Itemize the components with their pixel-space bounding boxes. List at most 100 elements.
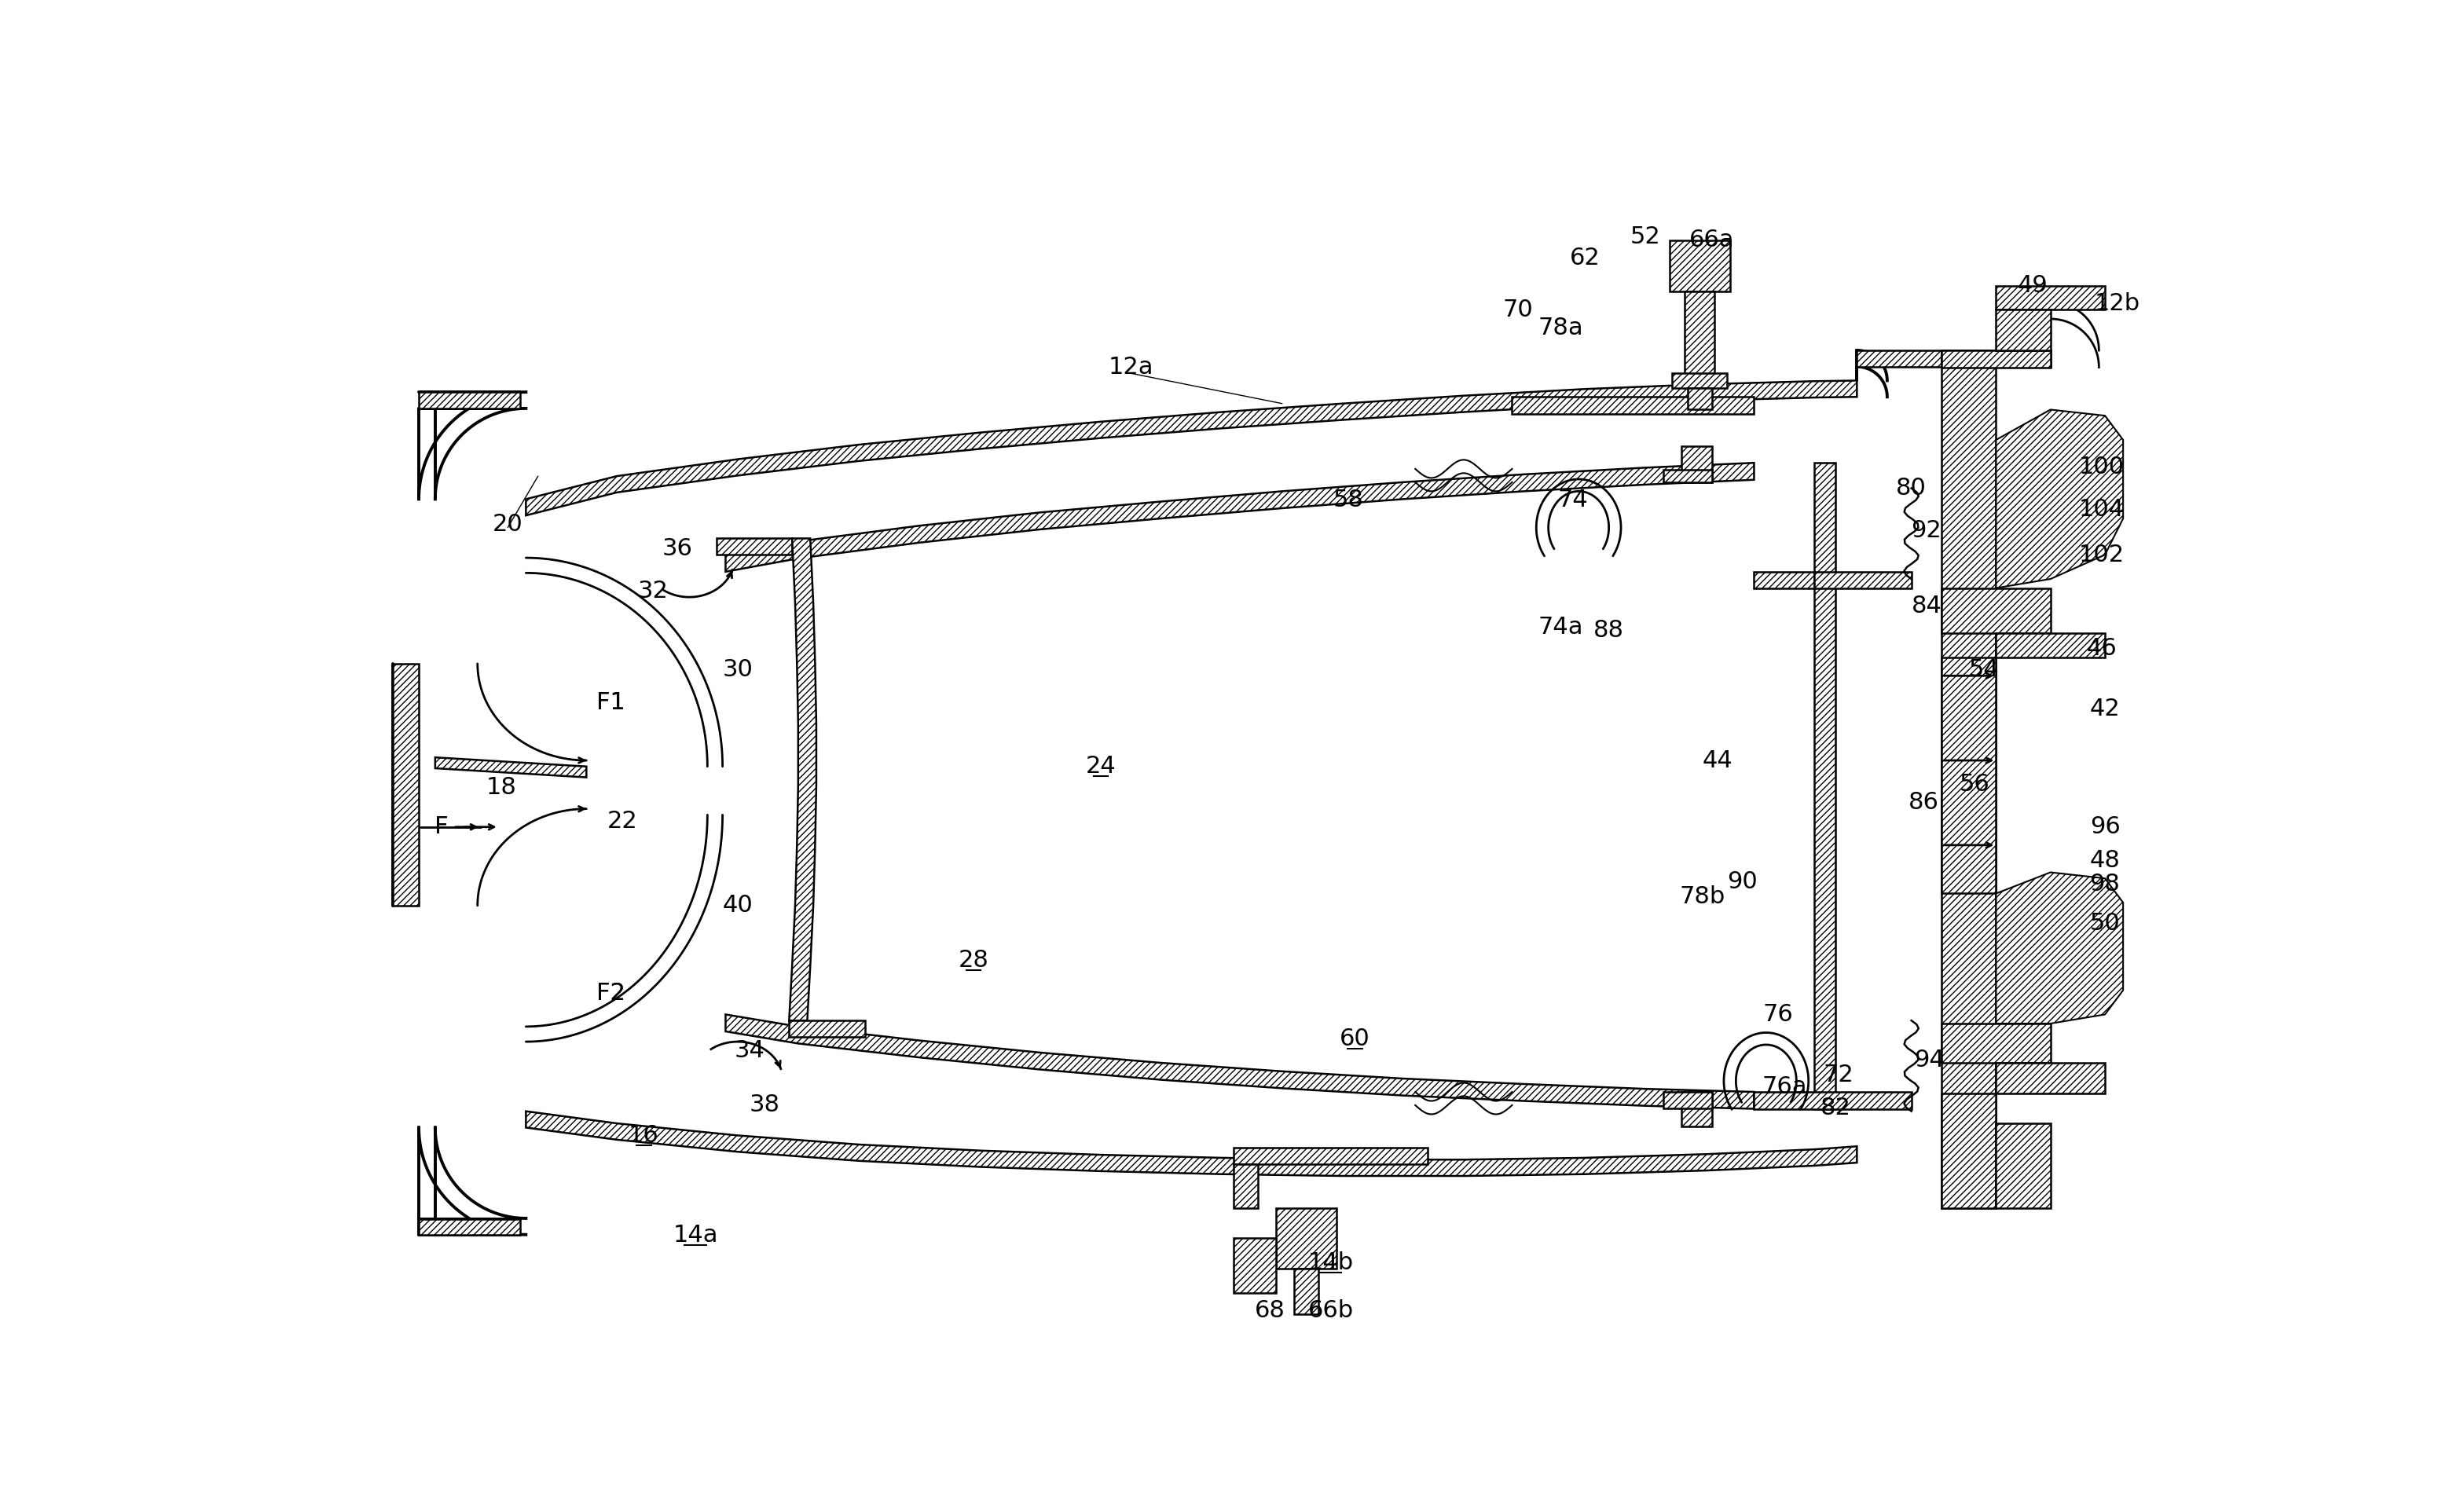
Text: F2: F2 xyxy=(596,981,626,1005)
Text: 42: 42 xyxy=(2089,698,2119,721)
Polygon shape xyxy=(1668,240,1730,292)
Text: 76a: 76a xyxy=(1762,1076,1806,1098)
Text: 98: 98 xyxy=(2089,873,2119,896)
Text: 14a: 14a xyxy=(673,1224,717,1246)
Polygon shape xyxy=(1996,634,2104,658)
Polygon shape xyxy=(1996,310,2050,351)
Text: 102: 102 xyxy=(2080,544,2124,566)
Text: 49: 49 xyxy=(2018,274,2048,297)
Polygon shape xyxy=(1754,1092,1912,1109)
Polygon shape xyxy=(436,758,586,777)
Text: 88: 88 xyxy=(1594,619,1624,641)
Text: 70: 70 xyxy=(1503,298,1533,321)
Text: 38: 38 xyxy=(749,1094,781,1116)
Text: 54: 54 xyxy=(1969,658,1998,682)
Polygon shape xyxy=(1942,1023,2050,1064)
Text: 48: 48 xyxy=(2089,849,2119,872)
Polygon shape xyxy=(724,463,1754,572)
Polygon shape xyxy=(788,1020,865,1037)
Text: 60: 60 xyxy=(1340,1028,1370,1050)
Text: 18: 18 xyxy=(485,776,517,798)
Text: 104: 104 xyxy=(2080,497,2124,521)
Text: 16: 16 xyxy=(628,1124,658,1147)
Text: 12a: 12a xyxy=(1109,357,1153,379)
Text: 92: 92 xyxy=(1912,520,1942,542)
Polygon shape xyxy=(1513,397,1754,413)
Polygon shape xyxy=(419,1219,520,1236)
Text: F1: F1 xyxy=(596,692,626,715)
Polygon shape xyxy=(1996,872,2124,1023)
Text: 90: 90 xyxy=(1727,870,1757,893)
Text: 50: 50 xyxy=(2089,912,2119,935)
Text: 66a: 66a xyxy=(1690,229,1735,252)
Polygon shape xyxy=(1996,1124,2050,1207)
Polygon shape xyxy=(1680,446,1712,482)
Polygon shape xyxy=(1942,589,2050,634)
Text: 34: 34 xyxy=(734,1040,764,1062)
Text: 58: 58 xyxy=(1333,488,1365,512)
Text: F1: F1 xyxy=(596,692,626,715)
Polygon shape xyxy=(724,1014,1754,1109)
Polygon shape xyxy=(525,1112,1858,1176)
Polygon shape xyxy=(1858,351,2050,367)
Text: F: F xyxy=(434,815,448,839)
Polygon shape xyxy=(1942,351,2050,367)
Text: 74: 74 xyxy=(1557,488,1587,512)
Polygon shape xyxy=(1996,1064,2104,1094)
Text: 62: 62 xyxy=(1570,247,1599,270)
Polygon shape xyxy=(1663,1092,1712,1109)
Text: 36: 36 xyxy=(663,538,692,560)
Text: 14b: 14b xyxy=(1308,1251,1353,1273)
Text: 20: 20 xyxy=(493,514,522,536)
Text: 12b: 12b xyxy=(2094,292,2139,315)
Polygon shape xyxy=(1663,470,1712,482)
Polygon shape xyxy=(1942,351,1996,1207)
Polygon shape xyxy=(788,538,816,1020)
Polygon shape xyxy=(1234,1239,1276,1293)
Polygon shape xyxy=(1688,388,1712,409)
Polygon shape xyxy=(419,392,520,409)
Text: 78b: 78b xyxy=(1680,885,1725,908)
Polygon shape xyxy=(392,664,419,906)
Text: 74a: 74a xyxy=(1538,616,1582,638)
Text: 80: 80 xyxy=(1897,476,1927,500)
Text: 30: 30 xyxy=(722,658,754,682)
Polygon shape xyxy=(1814,463,1836,1109)
Text: F: F xyxy=(434,815,448,839)
Text: 22: 22 xyxy=(609,809,638,833)
Text: 28: 28 xyxy=(958,948,988,971)
Text: 52: 52 xyxy=(1631,226,1661,249)
Polygon shape xyxy=(525,380,1858,515)
Text: 84: 84 xyxy=(1912,595,1942,617)
Text: 96: 96 xyxy=(2089,815,2119,839)
Text: 100: 100 xyxy=(2080,455,2124,478)
Text: 78a: 78a xyxy=(1538,316,1582,340)
Text: 32: 32 xyxy=(638,580,668,602)
Polygon shape xyxy=(1996,409,2124,589)
Polygon shape xyxy=(1234,1147,1427,1164)
Text: 94: 94 xyxy=(1915,1049,1944,1071)
Polygon shape xyxy=(1673,373,1727,388)
Polygon shape xyxy=(1754,572,1814,589)
Polygon shape xyxy=(1942,1094,1996,1207)
Polygon shape xyxy=(1294,1269,1318,1314)
Text: 40: 40 xyxy=(722,894,754,917)
Polygon shape xyxy=(1942,658,1996,893)
Polygon shape xyxy=(1680,1092,1712,1126)
Text: 56: 56 xyxy=(1959,773,1991,795)
Text: 44: 44 xyxy=(1703,749,1732,771)
Text: F2: F2 xyxy=(596,981,626,1005)
Text: 86: 86 xyxy=(1907,791,1939,813)
Text: 68: 68 xyxy=(1254,1299,1286,1323)
Polygon shape xyxy=(717,538,791,554)
Text: 82: 82 xyxy=(1821,1097,1850,1119)
Text: 46: 46 xyxy=(2087,637,2117,661)
Polygon shape xyxy=(1814,572,1912,589)
Polygon shape xyxy=(1276,1207,1335,1269)
Polygon shape xyxy=(1996,286,2104,310)
Polygon shape xyxy=(1685,292,1715,388)
Text: 24: 24 xyxy=(1087,755,1116,777)
Text: 76: 76 xyxy=(1764,1004,1794,1026)
Text: 66b: 66b xyxy=(1308,1299,1353,1323)
Polygon shape xyxy=(1234,1164,1259,1207)
